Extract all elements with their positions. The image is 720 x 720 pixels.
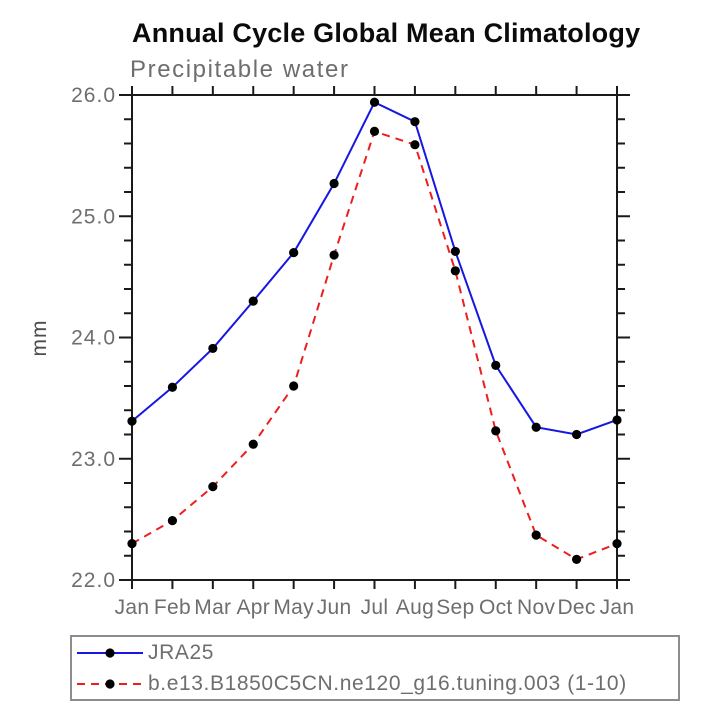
data-point-marker: [208, 482, 218, 492]
x-tick-label: Jan: [115, 596, 150, 619]
x-tick-label: May: [273, 596, 314, 619]
data-point-marker: [450, 246, 460, 257]
data-point-marker: [531, 530, 541, 540]
x-tick-label: Feb: [154, 596, 191, 619]
data-point-marker: [491, 426, 501, 436]
x-tick-label: Jan: [600, 596, 635, 619]
x-tick-label: Apr: [236, 596, 270, 619]
data-point-marker: [248, 439, 258, 449]
data-point-marker: [167, 515, 178, 526]
legend-box: JRA25 b.e13.B1850C5CN.ne120_g16.tuning.0…: [70, 635, 680, 701]
y-tick-label: 22.0: [71, 569, 116, 592]
data-point-marker: [329, 178, 339, 189]
x-tick-label: Oct: [479, 596, 513, 619]
data-point-marker: [127, 539, 137, 549]
chart-title: Annual Cycle Global Mean Climatology: [132, 18, 641, 48]
data-point-marker: [571, 429, 582, 440]
plot-frame: [131, 94, 618, 581]
x-tick-label: Nov: [517, 596, 555, 619]
x-tick-label: Jul: [361, 596, 389, 619]
legend-label-model: b.e13.B1850C5CN.ne120_g16.tuning.003 (1-…: [148, 671, 627, 695]
data-point-marker: [410, 117, 420, 127]
data-point-marker: [491, 360, 501, 370]
legend-label-jra25: JRA25: [148, 640, 215, 664]
data-point-marker: [208, 343, 218, 354]
data-point-marker: [369, 97, 380, 107]
legend-row-model: b.e13.B1850C5CN.ne120_g16.tuning.003 (1-…: [72, 668, 678, 699]
series-line-1: [131, 130, 618, 561]
y-tick-label: 24.0: [71, 327, 116, 350]
x-tick-label: Mar: [194, 596, 231, 619]
x-tick-label: Sep: [436, 596, 474, 619]
data-point-marker: [410, 140, 420, 150]
data-point-marker: [612, 539, 622, 549]
data-point-marker: [450, 266, 460, 276]
data-point-marker: [167, 382, 178, 392]
x-tick-label: Aug: [396, 596, 434, 619]
y-tick-label: 23.0: [71, 448, 116, 471]
y-tick-label: 25.0: [71, 205, 116, 228]
data-point-marker: [248, 296, 258, 306]
data-point-marker: [329, 250, 339, 260]
data-point-marker: [289, 381, 299, 391]
x-tick-label: Dec: [557, 596, 595, 619]
legend-dashed-line-marker-icon: [77, 678, 143, 689]
data-point-marker: [289, 248, 299, 258]
y-tick-label: 26.0: [71, 84, 116, 107]
data-point-marker: [369, 126, 380, 136]
data-point-marker: [531, 422, 541, 432]
data-point-marker: [127, 416, 137, 426]
legend-solid-line-marker-icon: [77, 647, 143, 658]
series-line-0: [131, 100, 618, 436]
legend-row-jra25: JRA25: [72, 637, 678, 668]
chart-subtitle: Precipitable water: [130, 56, 350, 83]
x-tick-label: Jun: [317, 596, 352, 619]
data-point-marker: [612, 415, 622, 425]
data-point-marker: [571, 554, 582, 564]
